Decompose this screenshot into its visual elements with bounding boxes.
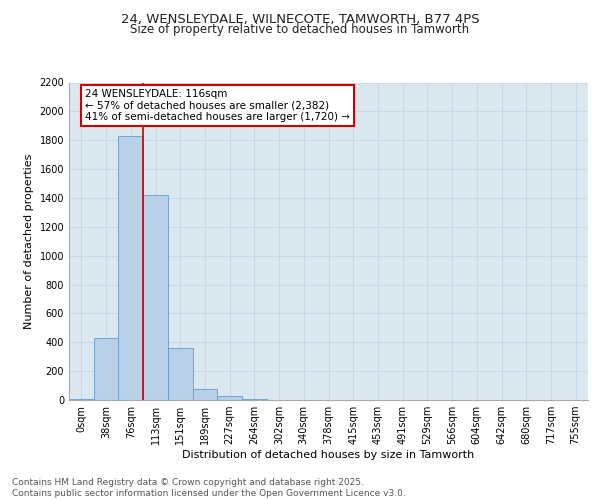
- Bar: [193, 389, 217, 400]
- Bar: [69, 398, 94, 400]
- Text: 24 WENSLEYDALE: 116sqm
← 57% of detached houses are smaller (2,382)
41% of semi-: 24 WENSLEYDALE: 116sqm ← 57% of detached…: [85, 89, 350, 122]
- Text: 24, WENSLEYDALE, WILNECOTE, TAMWORTH, B77 4PS: 24, WENSLEYDALE, WILNECOTE, TAMWORTH, B7…: [121, 12, 479, 26]
- Bar: [94, 338, 118, 400]
- X-axis label: Distribution of detached houses by size in Tamworth: Distribution of detached houses by size …: [182, 450, 475, 460]
- Text: Contains HM Land Registry data © Crown copyright and database right 2025.
Contai: Contains HM Land Registry data © Crown c…: [12, 478, 406, 498]
- Bar: [168, 348, 193, 400]
- Bar: [143, 195, 168, 400]
- Text: Size of property relative to detached houses in Tamworth: Size of property relative to detached ho…: [130, 22, 470, 36]
- Bar: [217, 396, 242, 400]
- Y-axis label: Number of detached properties: Number of detached properties: [24, 154, 34, 329]
- Bar: [118, 136, 143, 400]
